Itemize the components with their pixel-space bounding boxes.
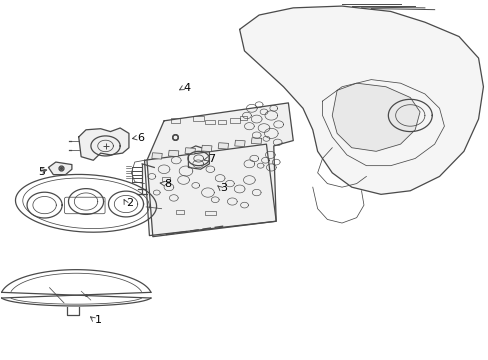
Bar [201, 145, 212, 152]
Bar [251, 138, 261, 144]
Polygon shape [79, 128, 129, 160]
Polygon shape [48, 162, 72, 175]
Text: 5: 5 [39, 167, 45, 177]
Bar [176, 211, 183, 214]
Bar [171, 118, 180, 123]
Bar [218, 143, 228, 149]
Bar [205, 211, 216, 215]
Text: 4: 4 [183, 83, 190, 93]
Text: 2: 2 [126, 198, 133, 208]
Text: 8: 8 [164, 179, 171, 189]
Bar [217, 121, 226, 125]
Polygon shape [331, 83, 419, 151]
Bar [152, 153, 162, 159]
Bar [239, 116, 247, 120]
Polygon shape [147, 103, 293, 237]
Bar [205, 120, 215, 125]
Bar [168, 150, 179, 157]
Bar [229, 118, 239, 123]
Text: 7: 7 [207, 154, 214, 164]
Polygon shape [239, 6, 483, 194]
Bar [234, 140, 244, 147]
Text: 3: 3 [220, 183, 227, 193]
Text: 6: 6 [137, 133, 144, 143]
Bar [184, 148, 195, 154]
Polygon shape [144, 144, 276, 235]
Text: 1: 1 [95, 315, 102, 325]
Polygon shape [188, 146, 209, 169]
Bar [161, 177, 170, 181]
Bar [193, 116, 203, 121]
